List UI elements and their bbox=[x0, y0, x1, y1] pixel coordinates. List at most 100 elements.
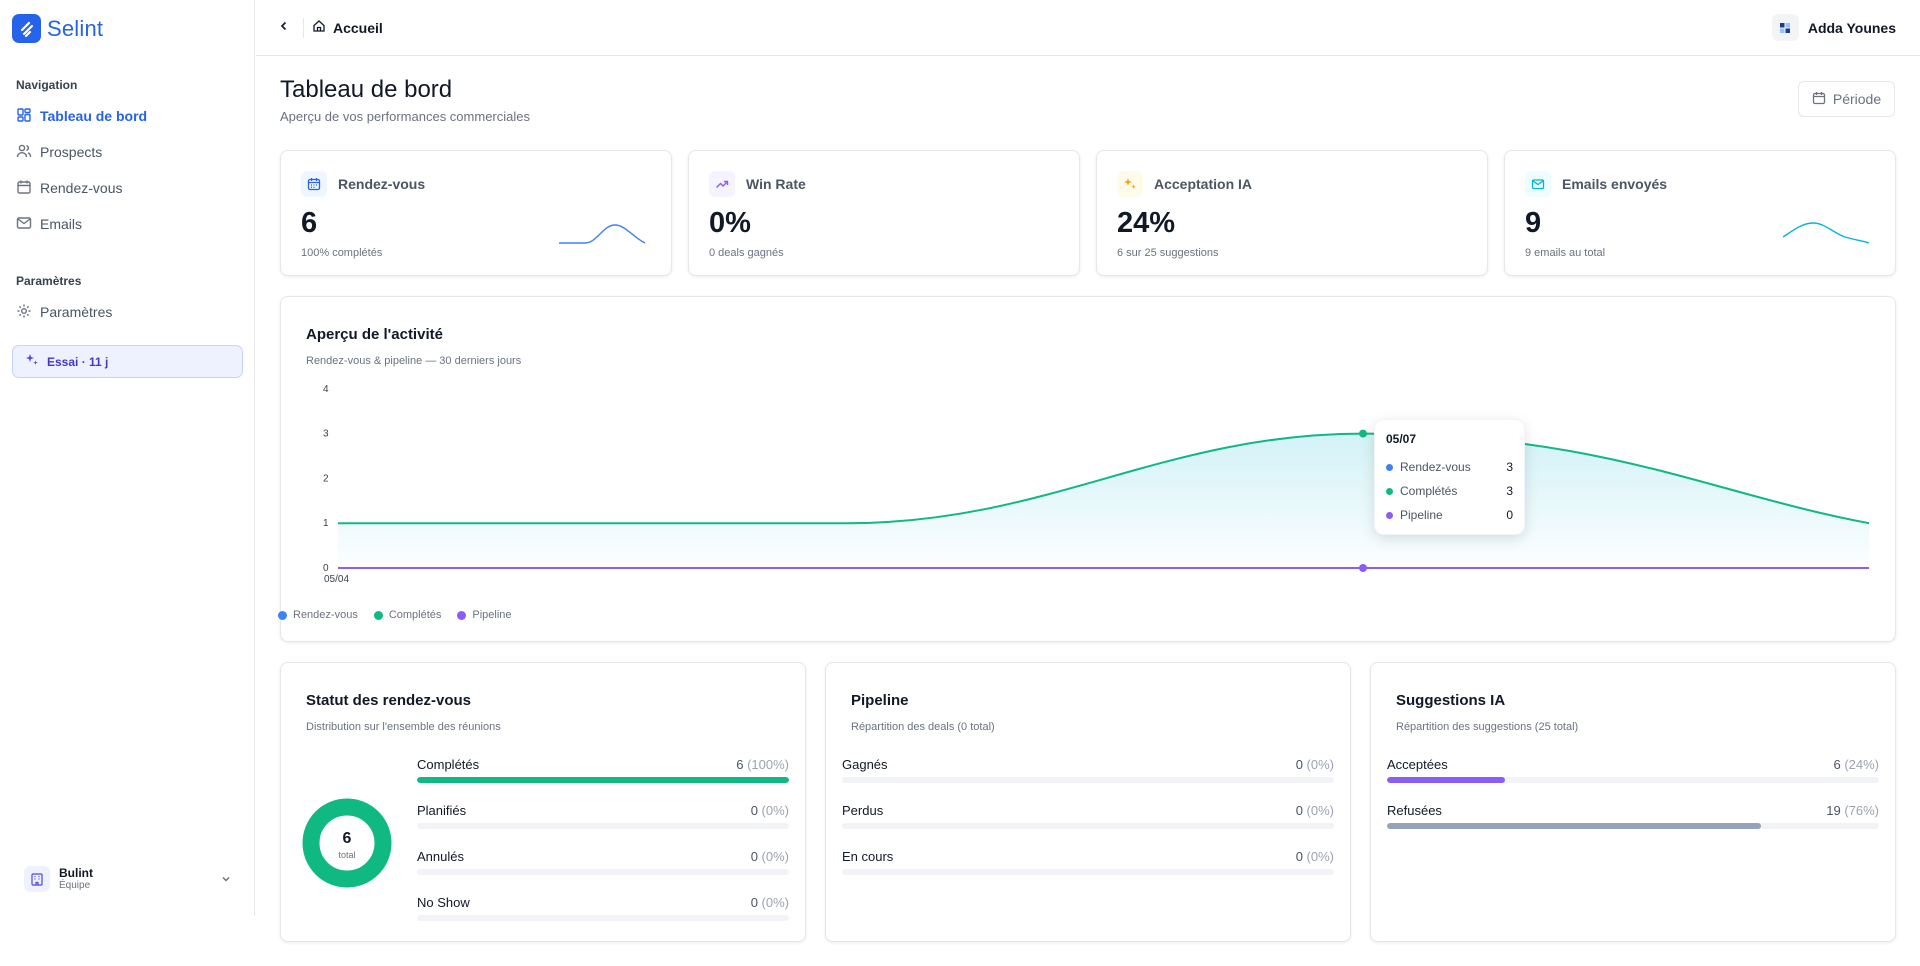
bar-count-percent: (0%) bbox=[1306, 803, 1334, 818]
kpi-value: 9 bbox=[1525, 207, 1542, 239]
chart-tooltip: 05/07 Rendez-vous 3 Complétés 3 Pipeline 0 bbox=[1374, 419, 1525, 535]
sidebar-item-dashboard[interactable]: Tableau de bord bbox=[12, 102, 242, 130]
bar-count: 19 (76%) bbox=[1826, 803, 1879, 818]
bar-count-percent: (100%) bbox=[747, 757, 789, 772]
sidebar-item-prospects[interactable]: Prospects bbox=[12, 138, 242, 166]
panel-subtitle: Distribution sur l'ensemble des réunions bbox=[306, 721, 501, 733]
kpi-sparkline bbox=[559, 224, 646, 244]
team-name: Bulint bbox=[59, 866, 93, 880]
calendar-icon bbox=[16, 179, 32, 198]
legend-item[interactable]: Pipeline bbox=[457, 609, 512, 621]
breadcrumb[interactable]: Accueil bbox=[312, 19, 383, 36]
y-tick-label: 3 bbox=[323, 429, 329, 440]
user-menu[interactable]: Adda Younes bbox=[1771, 14, 1896, 41]
panel-title: Pipeline bbox=[851, 692, 909, 709]
sidebar-item-label: Tableau de bord bbox=[40, 108, 148, 124]
y-tick-label: 0 bbox=[323, 563, 329, 574]
kpi-header: Win Rate bbox=[709, 171, 806, 197]
bar-fill bbox=[417, 777, 789, 783]
y-tick-label: 2 bbox=[323, 473, 329, 484]
dashboard-icon bbox=[16, 107, 32, 126]
sidebar-item-rendez-vous[interactable]: Rendez-vous bbox=[12, 174, 242, 202]
kpi-subtext: 0 deals gagnés bbox=[709, 247, 784, 259]
bar-count: 0 (0%) bbox=[751, 849, 789, 864]
team-switcher[interactable]: Bulint Équipe bbox=[12, 862, 242, 896]
users-icon bbox=[16, 143, 32, 162]
bar-count: 0 (0%) bbox=[751, 803, 789, 818]
bar-count-value: 0 bbox=[1295, 849, 1303, 864]
kpi-card-win-rate: Win Rate 0% 0 deals gagnés bbox=[688, 150, 1080, 276]
bar-label: Annulés bbox=[417, 849, 464, 864]
bar-count-percent: (0%) bbox=[761, 895, 789, 910]
legend-label: Pipeline bbox=[472, 609, 512, 621]
tooltip-value: 3 bbox=[1506, 460, 1513, 474]
bar-row: Acceptées 6 (24%) bbox=[1387, 757, 1879, 787]
bar-count: 6 (24%) bbox=[1833, 757, 1879, 772]
sidebar-item-label: Emails bbox=[40, 216, 83, 232]
breadcrumb-label: Accueil bbox=[333, 19, 383, 36]
period-button[interactable]: Période bbox=[1798, 81, 1895, 117]
bar-count-percent: (0%) bbox=[761, 803, 789, 818]
calendar-icon bbox=[301, 171, 327, 197]
bar-row: Refusées 19 (76%) bbox=[1387, 803, 1879, 833]
bar-row: Annulés 0 (0%) bbox=[417, 849, 789, 879]
bar-track bbox=[417, 869, 789, 875]
tooltip-label: Pipeline bbox=[1400, 508, 1443, 522]
kpi-label: Win Rate bbox=[746, 176, 806, 192]
status-panel: Statut des rendez-vous Distribution sur … bbox=[280, 662, 806, 942]
data-point-completes bbox=[1359, 429, 1367, 438]
kpi-value: 6 bbox=[301, 207, 318, 239]
legend-dot bbox=[373, 610, 383, 620]
bar-count-percent: (24%) bbox=[1844, 757, 1879, 772]
sidebar-item-emails[interactable]: Emails bbox=[12, 210, 242, 238]
bar-count-value: 19 bbox=[1826, 803, 1841, 818]
donut-total: 6 bbox=[342, 830, 352, 847]
topbar: Accueil Adda Younes bbox=[256, 0, 1920, 56]
bar-row: Gagnés 0 (0%) bbox=[842, 757, 1334, 787]
y-tick-label: 4 bbox=[323, 384, 329, 395]
sidebar-item-label: Rendez-vous bbox=[40, 180, 123, 196]
activity-chart: 0 1 2 3 4 05/04 bbox=[323, 384, 1870, 585]
legend-label: Complétés bbox=[388, 609, 442, 621]
sidebar-item-parametres[interactable]: Paramètres bbox=[12, 298, 242, 326]
bar-track bbox=[417, 777, 789, 783]
bar-track bbox=[1387, 823, 1879, 829]
trending-up-icon bbox=[709, 171, 735, 197]
kpi-header: Acceptation IA bbox=[1117, 171, 1252, 197]
building-icon bbox=[24, 866, 50, 892]
sidebar-item-label: Prospects bbox=[40, 144, 103, 160]
bar-count: 0 (0%) bbox=[1296, 803, 1334, 818]
bar-row: Planifiés 0 (0%) bbox=[417, 803, 789, 833]
bar-label: En cours bbox=[842, 849, 894, 864]
legend-item[interactable]: Complétés bbox=[373, 609, 442, 621]
donut-chart: 6 total bbox=[301, 797, 393, 889]
bar-count: 0 (0%) bbox=[751, 895, 789, 910]
legend-item[interactable]: Rendez-vous bbox=[278, 609, 358, 621]
donut-total-label: total bbox=[338, 850, 356, 860]
bar-count-value: 0 bbox=[750, 895, 758, 910]
back-button[interactable] bbox=[274, 18, 294, 38]
chevron-left-icon bbox=[278, 19, 290, 37]
app-logo[interactable]: Selint bbox=[12, 14, 103, 43]
kpi-subtext: 9 emails au total bbox=[1525, 247, 1606, 259]
kpi-value: 0% bbox=[709, 207, 751, 239]
sparkles-icon bbox=[25, 353, 39, 370]
tooltip-label: Complétés bbox=[1400, 484, 1458, 498]
tooltip-dot bbox=[1386, 487, 1393, 495]
tooltip-dot bbox=[1386, 463, 1393, 471]
bar-count-value: 6 bbox=[736, 757, 744, 772]
bar-row: Perdus 0 (0%) bbox=[842, 803, 1334, 833]
panel-subtitle: Répartition des deals (0 total) bbox=[851, 721, 995, 733]
kpi-card-emails: Emails envoyés 9 9 emails au total bbox=[1504, 150, 1896, 276]
panel-title: Statut des rendez-vous bbox=[306, 692, 472, 709]
x-tick-label: 05/04 bbox=[324, 574, 349, 585]
trial-badge[interactable]: Essai · 11 j bbox=[12, 345, 243, 378]
bar-track bbox=[417, 823, 789, 829]
bar-track bbox=[1387, 777, 1879, 783]
data-point-pipeline bbox=[1359, 564, 1367, 572]
settings-section-title: Paramètres bbox=[16, 274, 82, 288]
bar-count: 0 (0%) bbox=[1296, 757, 1334, 772]
area-fill bbox=[338, 433, 1869, 568]
legend-dot bbox=[457, 610, 467, 620]
bar-label: Gagnés bbox=[842, 757, 888, 772]
